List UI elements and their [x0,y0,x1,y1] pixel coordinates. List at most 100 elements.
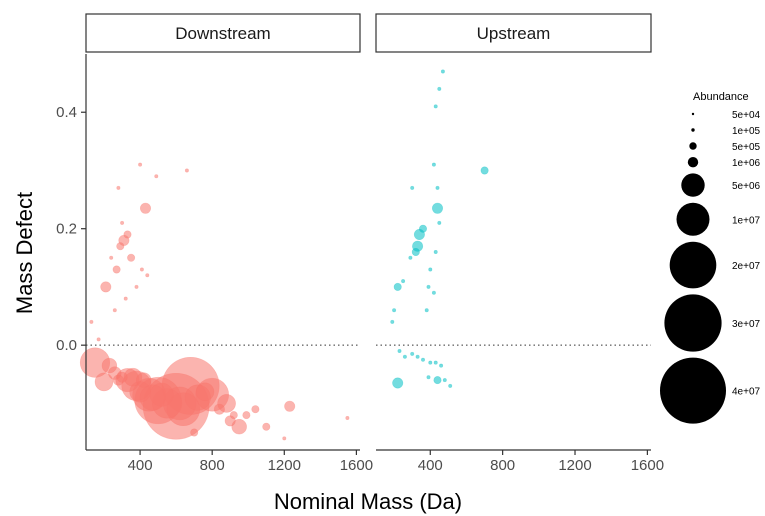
data-point [431,162,436,167]
legend-label: 2e+07 [732,261,761,272]
data-point [190,428,199,437]
data-point [424,308,429,313]
data-point [411,248,420,257]
data-point [428,267,433,272]
legend-label: 5e+05 [732,142,761,153]
data-point [401,279,406,284]
data-point [134,284,139,289]
y-tick-label: 0.2 [56,221,77,238]
legend-label: 1e+06 [732,158,761,169]
data-point [231,419,247,435]
data-point [397,348,402,353]
data-point [437,220,442,225]
data-point [145,273,150,278]
legend-label: 1e+07 [732,215,761,226]
legend-key-circle [660,357,726,424]
legend-key-circle [664,294,722,352]
data-point [139,267,144,272]
data-point [284,400,296,412]
data-point [116,371,128,383]
data-point [428,360,433,365]
data-point [433,250,438,255]
legend-key-circle [687,157,699,168]
data-point [116,185,121,190]
data-point [415,354,420,359]
data-point [116,242,125,251]
data-point [229,411,238,420]
data-point [138,162,143,167]
data-point [433,104,438,109]
data-point [426,284,431,289]
data-point [410,185,415,190]
data-point [100,281,112,293]
data-point [433,376,442,385]
data-point [112,308,117,313]
legend-title: Abundance [693,91,749,103]
data-point [433,360,438,365]
panel-upstream [376,69,651,389]
data-point [437,86,442,91]
x-axis-title: Nominal Mass (Da) [274,489,462,514]
legend-label: 5e+06 [732,181,761,192]
facet-strip-box [375,13,652,53]
data-point [213,403,225,415]
data-point [440,69,445,74]
legend-label: 1e+05 [732,126,761,137]
facet-strip-downstream: Downstream [85,13,361,53]
data-point [431,290,436,295]
data-point [242,411,251,420]
legend-label: 3e+07 [732,319,761,330]
data-point [123,296,128,301]
facet-label-upstream: Upstream [477,24,551,43]
data-point [439,363,444,368]
data-point [410,351,415,356]
data-point [96,337,101,342]
x-tick-label: 800 [200,457,225,474]
data-point [149,382,174,407]
x-tick-label: 400 [128,457,153,474]
facet-strip-upstream: Upstream [375,13,652,53]
data-point [431,202,443,214]
y-tick-label: 0.0 [56,337,77,354]
data-point [448,383,453,388]
data-point [408,255,413,260]
data-point [136,372,152,388]
x-tick-label: 400 [418,457,443,474]
data-point [184,168,189,173]
x-tick-label: 1200 [558,457,591,474]
data-point [195,382,215,402]
legend-key-circle [689,142,697,150]
panel-downstream [79,162,360,441]
data-point [127,253,136,262]
data-point [109,255,114,260]
data-point [262,422,271,431]
data-point [418,224,427,233]
size-legend: Abundance 5e+04 1e+05 5e+05 1e+06 5e+06 1e+07… [660,91,761,424]
data-point [390,319,395,324]
data-point [392,308,397,313]
data-point [480,166,489,175]
data-point [89,319,94,324]
data-point [426,375,431,380]
data-point [392,377,404,389]
y-tick-label: 0.4 [56,104,77,121]
data-point [282,436,287,441]
data-point [94,372,114,392]
legend-key-circle [676,202,710,236]
legend-label: 5e+04 [732,110,761,121]
data-point [420,357,425,362]
data-point [112,265,121,274]
data-point [435,185,440,190]
data-point [140,202,152,214]
legend-key-circle [691,128,695,132]
x-tick-label: 1600 [631,457,664,474]
data-point [120,220,125,225]
facet-strip-box [85,13,361,53]
x-tick-label: 1200 [268,457,301,474]
data-point [442,378,447,383]
legend-label: 4e+07 [732,387,761,398]
data-point [251,405,260,414]
data-point [123,230,132,239]
x-tick-label: 1600 [340,457,373,474]
